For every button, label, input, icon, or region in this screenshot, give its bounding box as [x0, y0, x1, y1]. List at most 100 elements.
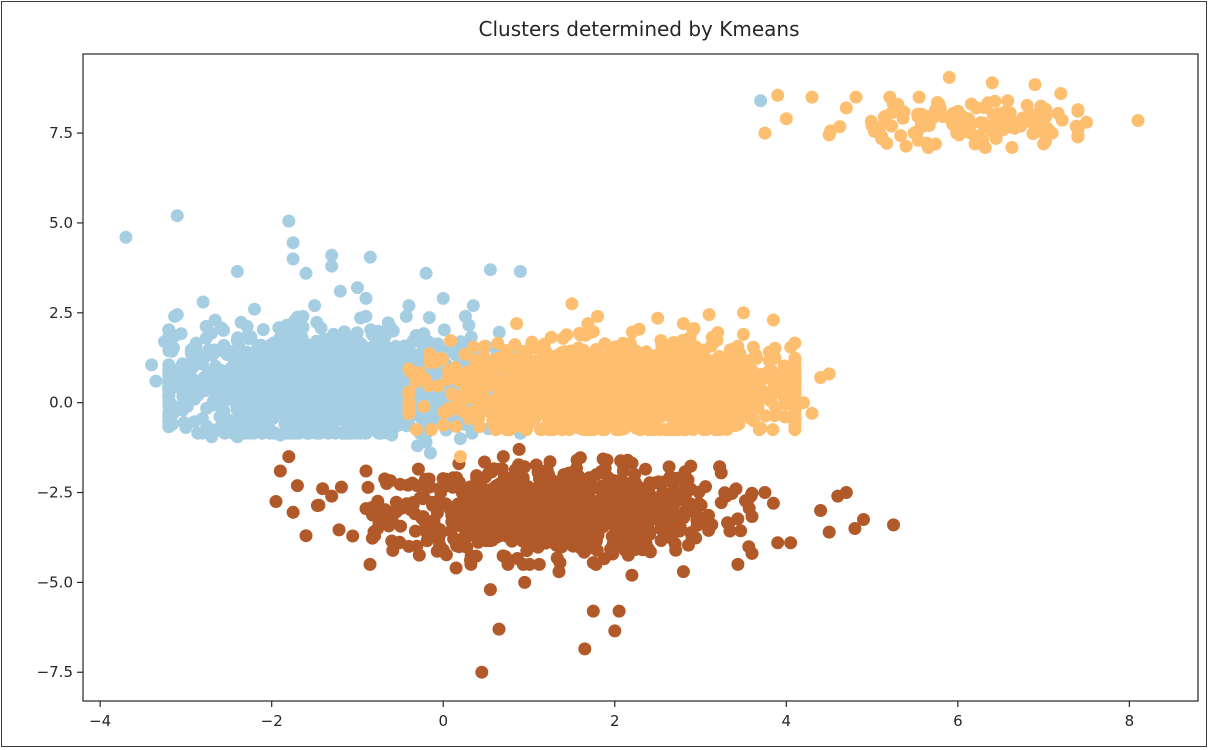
scatter-point-series-3 — [290, 479, 304, 493]
y-tick-label: 2.5 — [49, 304, 73, 322]
scatter-point-series-1 — [366, 410, 380, 424]
scatter-point-series-1 — [422, 311, 436, 325]
scatter-point-series-2 — [968, 137, 982, 151]
scatter-point-series-3 — [512, 458, 526, 472]
scatter-point-series-3 — [771, 536, 785, 550]
scatter-point-series-1 — [275, 323, 288, 337]
scatter-point-series-3 — [402, 539, 416, 553]
scatter-point-series-2 — [639, 374, 653, 388]
scatter-point-series-1 — [349, 339, 363, 353]
y-tick-label: −7.5 — [37, 663, 73, 681]
axes-box — [82, 53, 1199, 702]
scatter-point-series-2 — [736, 306, 750, 320]
scatter-point-series-2 — [784, 340, 798, 354]
scatter-point-series-2 — [766, 423, 780, 437]
scatter-point-series-2 — [1003, 106, 1017, 120]
scatter-point-series-2 — [894, 129, 908, 143]
x-tick-label: 2 — [610, 712, 620, 730]
scatter-point-series-2 — [641, 348, 654, 362]
scatter-point-series-3 — [385, 534, 399, 548]
scatter-point-series-2 — [686, 359, 700, 372]
scatter-point-series-1 — [214, 321, 228, 335]
scatter-point-series-1 — [145, 358, 159, 372]
scatter-point-series-2 — [891, 97, 905, 111]
scatter-point-series-1 — [291, 342, 305, 356]
scatter-point-series-3 — [316, 482, 330, 496]
scatter-point-series-3 — [684, 459, 698, 473]
scatter-point-series-3 — [677, 511, 691, 525]
scatter-point-series-1 — [334, 373, 348, 387]
scatter-point-series-2 — [674, 370, 688, 384]
scatter-point-series-1 — [483, 263, 497, 277]
scatter-point-series-2 — [1054, 87, 1068, 100]
scatter-point-series-2 — [508, 383, 522, 397]
scatter-point-series-1 — [213, 421, 227, 435]
scatter-point-series-3 — [713, 460, 727, 474]
scatter-point-series-2 — [448, 361, 462, 374]
scatter-point-series-2 — [603, 401, 617, 415]
scatter-point-series-1 — [217, 404, 231, 418]
scatter-point-series-3 — [478, 455, 491, 469]
scatter-point-series-3 — [537, 493, 551, 507]
scatter-point-series-2 — [768, 399, 782, 413]
scatter-point-series-2 — [718, 419, 732, 433]
scatter-point-series-2 — [591, 390, 604, 404]
scatter-point-series-1 — [230, 430, 244, 444]
scatter-point-series-1 — [158, 335, 171, 349]
scatter-point-series-2 — [788, 416, 802, 430]
scatter-point-series-3 — [577, 545, 591, 559]
scatter-point-series-2 — [749, 348, 763, 362]
scatter-point-series-1 — [431, 337, 445, 351]
scatter-point-series-3 — [655, 508, 669, 522]
scatter-point-series-3 — [634, 527, 648, 541]
scatter-point-series-3 — [530, 537, 544, 550]
scatter-point-series-2 — [539, 344, 552, 358]
scatter-point-series-3 — [536, 480, 550, 494]
scatter-point-series-2 — [404, 365, 418, 379]
scatter-point-series-2 — [1131, 114, 1145, 127]
scatter-point-series-1 — [377, 359, 391, 373]
scatter-point-series-3 — [464, 508, 477, 522]
y-axis: −7.5 −5.0 −2.5 0.0 2.5 5.0 7.5 — [37, 124, 83, 681]
scatter-point-series-2 — [556, 331, 570, 345]
scatter-point-series-3 — [586, 556, 600, 570]
scatter-point-series-2 — [632, 322, 646, 336]
scatter-point-series-3 — [389, 495, 403, 509]
y-tick-label: −2.5 — [37, 484, 73, 502]
scatter-point-series-3 — [679, 481, 693, 495]
scatter-point-series-3 — [606, 473, 620, 487]
scatter-point-series-3 — [496, 549, 510, 563]
scatter-point-series-1 — [266, 411, 280, 425]
scatter-point-series-1 — [162, 396, 176, 410]
scatter-point-series-3 — [485, 502, 499, 516]
x-tick-label: 4 — [782, 712, 792, 730]
scatter-point-series-2 — [964, 126, 977, 140]
scatter-point-series-3 — [676, 493, 690, 507]
scatter-point-series-2 — [547, 360, 560, 374]
scatter-point-series-2 — [436, 418, 450, 432]
scatter-point-series-2 — [736, 327, 750, 341]
scatter-point-series-3 — [346, 529, 360, 543]
scatter-point-series-1 — [333, 357, 347, 371]
scatter-point-series-3 — [532, 557, 546, 571]
scatter-point-series-2 — [522, 407, 536, 421]
scatter-point-series-3 — [549, 516, 563, 530]
scatter-point-series-1 — [273, 400, 287, 414]
scatter-point-series-2 — [658, 342, 672, 356]
scatter-point-series-1 — [365, 327, 379, 341]
scatter-point-series-3 — [394, 519, 408, 533]
scatter-point-series-3 — [822, 525, 836, 539]
scatter-point-series-2 — [703, 405, 717, 418]
scatter-point-series-2 — [616, 409, 630, 422]
scatter-point-series-1 — [415, 330, 429, 343]
scatter-point-series-1 — [359, 309, 373, 323]
scatter-point-series-2 — [899, 139, 913, 153]
scatter-point-series-2 — [912, 90, 926, 104]
scatter-point-series-2 — [544, 330, 558, 344]
scatter-point-series-1 — [200, 401, 214, 415]
scatter-point-series-3 — [492, 523, 505, 537]
scatter-point-series-2 — [499, 398, 513, 412]
scatter-point-series-2 — [704, 376, 717, 390]
scatter-point-series-2 — [471, 367, 484, 381]
scatter-point-series-3 — [484, 532, 498, 546]
